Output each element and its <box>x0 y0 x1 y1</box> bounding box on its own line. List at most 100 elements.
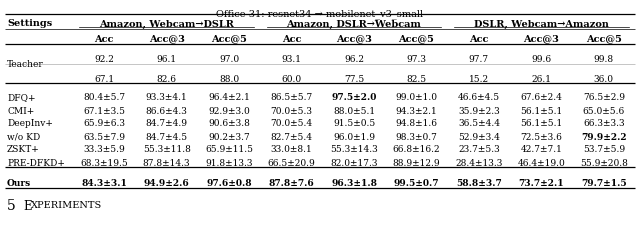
Text: Acc@3: Acc@3 <box>524 35 559 44</box>
Text: 23.7±5.3: 23.7±5.3 <box>458 145 500 155</box>
Text: 46.6±4.5: 46.6±4.5 <box>458 93 500 103</box>
Text: Acc: Acc <box>95 35 114 44</box>
Text: ZSKT+: ZSKT+ <box>7 145 40 155</box>
Text: 68.3±19.5: 68.3±19.5 <box>81 158 128 167</box>
Text: 86.6±4.3: 86.6±4.3 <box>146 106 188 115</box>
Text: 84.3±3.1: 84.3±3.1 <box>81 178 127 188</box>
Text: 5: 5 <box>7 199 16 213</box>
Text: 96.0±1.9: 96.0±1.9 <box>333 133 375 142</box>
Text: 84.7±4.9: 84.7±4.9 <box>146 120 188 128</box>
Text: 87.8±14.3: 87.8±14.3 <box>143 158 191 167</box>
Text: 87.8±7.6: 87.8±7.6 <box>269 178 314 188</box>
Text: 67.1±3.5: 67.1±3.5 <box>83 106 125 115</box>
Text: 36.0: 36.0 <box>594 74 614 84</box>
Text: 80.4±5.7: 80.4±5.7 <box>83 93 125 103</box>
Text: 97.6±0.8: 97.6±0.8 <box>206 178 252 188</box>
Text: Settings: Settings <box>7 19 52 28</box>
Text: 77.5: 77.5 <box>344 74 364 84</box>
Text: XPERIMENTS: XPERIMENTS <box>31 202 102 210</box>
Text: CMI+: CMI+ <box>7 106 35 115</box>
Text: 82.0±17.3: 82.0±17.3 <box>330 158 378 167</box>
Text: 55.9±20.8: 55.9±20.8 <box>580 158 628 167</box>
Text: 93.3±4.1: 93.3±4.1 <box>146 93 188 103</box>
Text: Office-31: resnet34 → mobilenet_v3_small: Office-31: resnet34 → mobilenet_v3_small <box>216 9 424 19</box>
Text: 72.5±3.6: 72.5±3.6 <box>520 133 563 142</box>
Text: 46.4±19.0: 46.4±19.0 <box>518 158 565 167</box>
Text: PRE-DFKD+: PRE-DFKD+ <box>7 158 65 167</box>
Text: Acc: Acc <box>282 35 301 44</box>
Text: Acc@5: Acc@5 <box>211 35 247 44</box>
Text: 15.2: 15.2 <box>469 74 489 84</box>
Text: 96.2: 96.2 <box>344 55 364 65</box>
Text: 96.4±2.1: 96.4±2.1 <box>208 93 250 103</box>
Text: 66.3±3.3: 66.3±3.3 <box>583 120 625 128</box>
Text: 94.3±2.1: 94.3±2.1 <box>396 106 437 115</box>
Text: 76.5±2.9: 76.5±2.9 <box>583 93 625 103</box>
Text: 99.8: 99.8 <box>594 55 614 65</box>
Text: 96.1: 96.1 <box>157 55 177 65</box>
Text: 66.5±20.9: 66.5±20.9 <box>268 158 316 167</box>
Text: 94.9±2.6: 94.9±2.6 <box>144 178 189 188</box>
Text: 97.7: 97.7 <box>469 55 489 65</box>
Text: 67.6±2.4: 67.6±2.4 <box>520 93 563 103</box>
Text: 96.3±1.8: 96.3±1.8 <box>331 178 377 188</box>
Text: 94.8±1.6: 94.8±1.6 <box>396 120 438 128</box>
Text: w/o KD: w/o KD <box>7 133 40 142</box>
Text: 33.3±5.9: 33.3±5.9 <box>83 145 125 155</box>
Text: 35.9±2.3: 35.9±2.3 <box>458 106 500 115</box>
Text: 93.1: 93.1 <box>282 55 301 65</box>
Text: 42.7±7.1: 42.7±7.1 <box>520 145 563 155</box>
Text: 88.0: 88.0 <box>219 74 239 84</box>
Text: 65.9±11.5: 65.9±11.5 <box>205 145 253 155</box>
Text: 55.3±14.3: 55.3±14.3 <box>330 145 378 155</box>
Text: 92.9±3.0: 92.9±3.0 <box>208 106 250 115</box>
Text: 53.7±5.9: 53.7±5.9 <box>582 145 625 155</box>
Text: 88.0±5.1: 88.0±5.1 <box>333 106 375 115</box>
Text: 26.1: 26.1 <box>531 74 551 84</box>
Text: 65.0±5.6: 65.0±5.6 <box>582 106 625 115</box>
Text: 82.5: 82.5 <box>406 74 426 84</box>
Text: 28.4±13.3: 28.4±13.3 <box>455 158 502 167</box>
Text: 88.9±12.9: 88.9±12.9 <box>392 158 440 167</box>
Text: 79.9±2.2: 79.9±2.2 <box>581 133 627 142</box>
Text: 97.5±2.0: 97.5±2.0 <box>332 93 377 103</box>
Text: Acc@5: Acc@5 <box>399 35 435 44</box>
Text: 55.3±11.8: 55.3±11.8 <box>143 145 191 155</box>
Text: 91.5±0.5: 91.5±0.5 <box>333 120 375 128</box>
Text: 97.0: 97.0 <box>219 55 239 65</box>
Text: 67.1: 67.1 <box>94 74 115 84</box>
Text: Acc: Acc <box>469 35 488 44</box>
Text: 82.7±5.4: 82.7±5.4 <box>271 133 312 142</box>
Text: Acc@3: Acc@3 <box>148 35 184 44</box>
Text: 66.8±16.2: 66.8±16.2 <box>392 145 440 155</box>
Text: 73.7±2.1: 73.7±2.1 <box>518 178 564 188</box>
Text: 36.5±4.4: 36.5±4.4 <box>458 120 500 128</box>
Text: 86.5±5.7: 86.5±5.7 <box>271 93 313 103</box>
Text: 91.8±13.3: 91.8±13.3 <box>205 158 253 167</box>
Text: 90.2±3.7: 90.2±3.7 <box>208 133 250 142</box>
Text: Ours: Ours <box>7 178 31 188</box>
Text: Acc@5: Acc@5 <box>586 35 621 44</box>
Text: 98.3±0.7: 98.3±0.7 <box>396 133 437 142</box>
Text: 82.6: 82.6 <box>157 74 177 84</box>
Text: 33.0±8.1: 33.0±8.1 <box>271 145 312 155</box>
Text: Teacher: Teacher <box>7 60 44 69</box>
Text: Amazon, DSLR→Webcam: Amazon, DSLR→Webcam <box>287 19 421 28</box>
Text: Acc@3: Acc@3 <box>336 35 372 44</box>
Text: 65.9±6.3: 65.9±6.3 <box>83 120 125 128</box>
Text: 99.5±0.7: 99.5±0.7 <box>394 178 439 188</box>
Text: 60.0: 60.0 <box>282 74 301 84</box>
Text: DSLR, Webcam→Amazon: DSLR, Webcam→Amazon <box>474 19 609 28</box>
Text: 70.0±5.4: 70.0±5.4 <box>271 120 312 128</box>
Text: 56.1±5.1: 56.1±5.1 <box>520 106 563 115</box>
Text: 58.8±3.7: 58.8±3.7 <box>456 178 502 188</box>
Text: 97.3: 97.3 <box>406 55 426 65</box>
Text: 52.9±3.4: 52.9±3.4 <box>458 133 500 142</box>
Text: 84.7±4.5: 84.7±4.5 <box>146 133 188 142</box>
Text: DFQ+: DFQ+ <box>7 93 35 103</box>
Text: Amazon, Webcam→DSLR: Amazon, Webcam→DSLR <box>99 19 234 28</box>
Text: 79.7±1.5: 79.7±1.5 <box>581 178 627 188</box>
Text: 99.6: 99.6 <box>531 55 552 65</box>
Text: 56.1±5.1: 56.1±5.1 <box>520 120 563 128</box>
Text: 70.0±5.3: 70.0±5.3 <box>271 106 312 115</box>
